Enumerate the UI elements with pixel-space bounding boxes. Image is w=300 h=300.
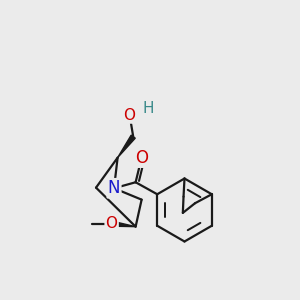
Text: O: O	[135, 148, 148, 167]
Text: N: N	[108, 179, 120, 197]
Polygon shape	[111, 221, 136, 227]
Text: methoxy: methoxy	[83, 222, 89, 224]
Text: H: H	[142, 101, 154, 116]
Text: O: O	[124, 108, 136, 122]
Text: O: O	[106, 216, 118, 231]
Polygon shape	[118, 135, 135, 158]
